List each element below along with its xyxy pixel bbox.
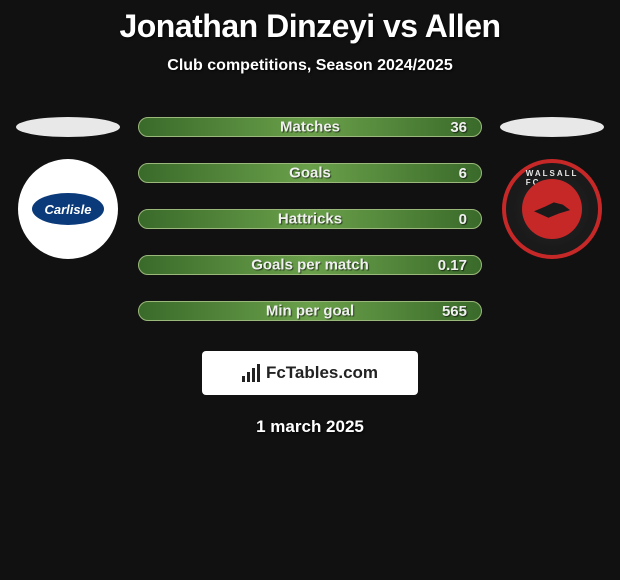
stat-right-value: 36 — [443, 119, 467, 136]
stat-row-min-per-goal: Min per goal 565 — [138, 301, 482, 321]
stat-row-goals: Goals 6 — [138, 163, 482, 183]
player-left-column: Carlisle — [16, 117, 120, 259]
club-badge-right-inner — [522, 179, 582, 239]
stat-right-value: 6 — [443, 165, 467, 182]
stat-label: Matches — [280, 119, 340, 136]
stat-label: Min per goal — [266, 303, 354, 320]
stat-right-value: 565 — [442, 303, 467, 320]
date-label: 1 march 2025 — [0, 417, 620, 437]
stats-area: Carlisle Matches 36 Goals 6 Hattricks 0 … — [0, 117, 620, 321]
club-badge-left-label: Carlisle — [32, 193, 104, 225]
player-left-silhouette — [16, 117, 120, 137]
stat-label: Goals — [289, 165, 331, 182]
page-subtitle: Club competitions, Season 2024/2025 — [0, 57, 620, 75]
stat-row-goals-per-match: Goals per match 0.17 — [138, 255, 482, 275]
player-right-column: WALSALL FC — [500, 117, 604, 259]
player-right-silhouette — [500, 117, 604, 137]
bird-icon — [534, 198, 570, 220]
stat-row-matches: Matches 36 — [138, 117, 482, 137]
club-badge-left: Carlisle — [18, 159, 118, 259]
page-title: Jonathan Dinzeyi vs Allen — [0, 8, 620, 45]
stat-right-value: 0 — [443, 211, 467, 228]
stat-rows: Matches 36 Goals 6 Hattricks 0 Goals per… — [138, 117, 482, 321]
club-badge-right: WALSALL FC — [502, 159, 602, 259]
chart-icon — [242, 364, 260, 382]
stat-right-value: 0.17 — [438, 257, 467, 274]
stat-label: Goals per match — [251, 257, 369, 274]
brand-label: FcTables.com — [266, 363, 378, 383]
brand-badge[interactable]: FcTables.com — [202, 351, 418, 395]
stat-row-hattricks: Hattricks 0 — [138, 209, 482, 229]
stat-label: Hattricks — [278, 211, 342, 228]
comparison-card: Jonathan Dinzeyi vs Allen Club competiti… — [0, 0, 620, 437]
